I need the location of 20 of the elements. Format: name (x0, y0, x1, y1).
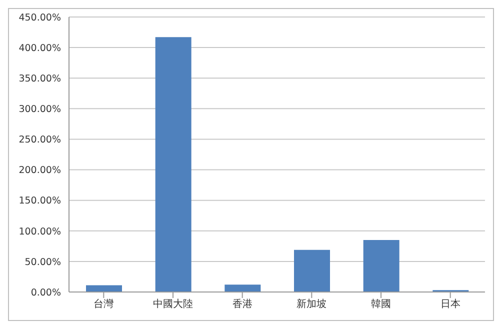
x-tick-label: 新加坡 (296, 298, 327, 310)
x-tick-label: 日本 (440, 298, 460, 310)
bar (363, 240, 400, 292)
x-tick-label: 台灣 (94, 298, 114, 310)
x-tick-label: 香港 (232, 298, 252, 310)
y-tick-label: 150.00% (18, 196, 61, 207)
y-tick-label: 0.00% (30, 287, 61, 298)
y-tick-label: 350.00% (18, 73, 61, 84)
y-tick-label: 300.00% (18, 104, 61, 116)
y-tick-label: 250.00% (18, 134, 61, 146)
bar (294, 250, 330, 292)
y-tick-label: 50.00% (24, 256, 61, 268)
y-tick-label: 450.00% (18, 12, 61, 24)
y-tick-label: 400.00% (18, 42, 61, 54)
bar (155, 37, 192, 292)
x-tick-label: 韓國 (371, 298, 391, 310)
x-tick-label: 中國大陸 (153, 298, 193, 310)
y-tick-label: 200.00% (18, 165, 61, 176)
bar (224, 284, 261, 292)
y-tick-label: 100.00% (18, 226, 61, 238)
